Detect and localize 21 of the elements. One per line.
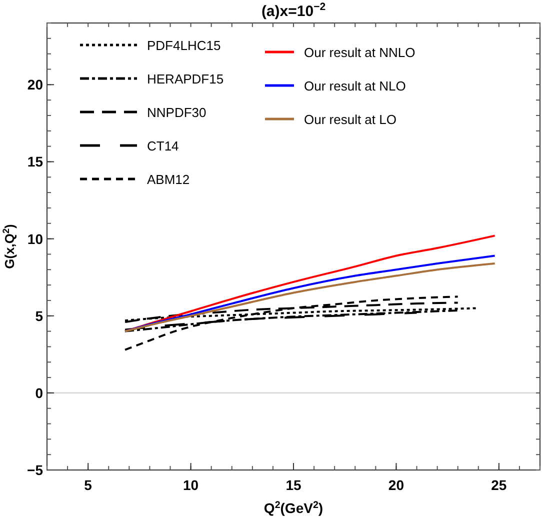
legend-label: ABM12 xyxy=(147,172,190,187)
x-tick-label: 15 xyxy=(286,477,302,493)
chart-title: (a)x=10$^{−2}$ xyxy=(261,1,326,20)
legend-label: Our result at NLO xyxy=(304,78,406,94)
legend-label: PDF4LHC15 xyxy=(147,38,221,53)
x-tick-label: 25 xyxy=(491,477,507,493)
legend-label: Our result at NNLO xyxy=(304,45,416,60)
x-axis-title: Q$^{2}$(GeV$^{2}$) xyxy=(264,500,324,516)
x-tick-label: 10 xyxy=(183,477,199,493)
legend-label: HERAPDF15 xyxy=(147,72,224,86)
y-tick-label: 15 xyxy=(27,154,44,170)
legend-label: NNPDF30 xyxy=(147,105,206,120)
y-tick-label: 20 xyxy=(27,76,44,93)
x-tick-label: 5 xyxy=(84,477,92,493)
y-tick-label: 5 xyxy=(35,308,44,324)
legend-label: CT14 xyxy=(147,138,179,154)
y-tick-label: −5 xyxy=(27,462,44,478)
legend-label: Our result at LO xyxy=(304,112,396,127)
x-tick-label: 20 xyxy=(388,477,404,493)
y-tick-label: 0 xyxy=(35,384,44,401)
y-tick-label: 10 xyxy=(27,230,44,247)
